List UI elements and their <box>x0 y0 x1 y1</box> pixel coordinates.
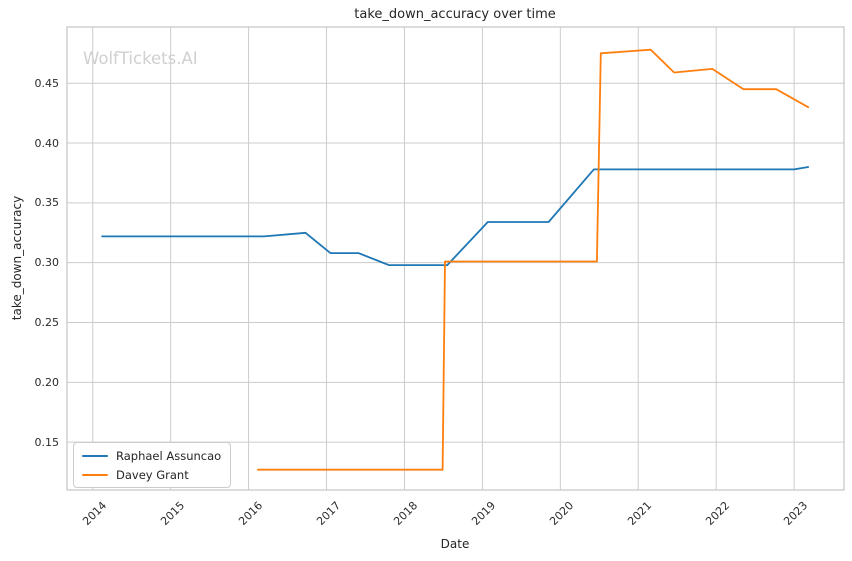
y-tick-label: 0.40 <box>34 136 60 150</box>
plot-border <box>66 26 845 491</box>
series-line-davey-grant <box>256 48 810 471</box>
chart-title: take_down_accuracy over time <box>354 7 556 22</box>
y-tick-label: 0.25 <box>34 316 60 329</box>
legend-line-swatch-blue <box>82 454 108 457</box>
watermark-text: WolfTickets.AI <box>83 49 198 68</box>
series-line-raphael-assuncao <box>101 166 810 267</box>
y-tick-label: 0.15 <box>34 435 60 449</box>
legend-label: Raphael Assuncao <box>116 448 222 463</box>
legend-item-davey-grant: Davey Grant <box>82 467 221 482</box>
x-axis-label: Date <box>440 537 470 551</box>
y-tick-label: 0.30 <box>34 256 60 270</box>
legend-label: Davey Grant <box>116 467 189 482</box>
y-tick-label: 0.35 <box>34 196 60 210</box>
legend-line-swatch-orange <box>82 473 108 476</box>
y-tick-label: 0.45 <box>34 76 60 90</box>
y-tick-label: 0.20 <box>34 375 60 389</box>
legend: Raphael Assuncao Davey Grant <box>73 442 232 488</box>
legend-item-raphael-assuncao: Raphael Assuncao <box>82 448 221 463</box>
